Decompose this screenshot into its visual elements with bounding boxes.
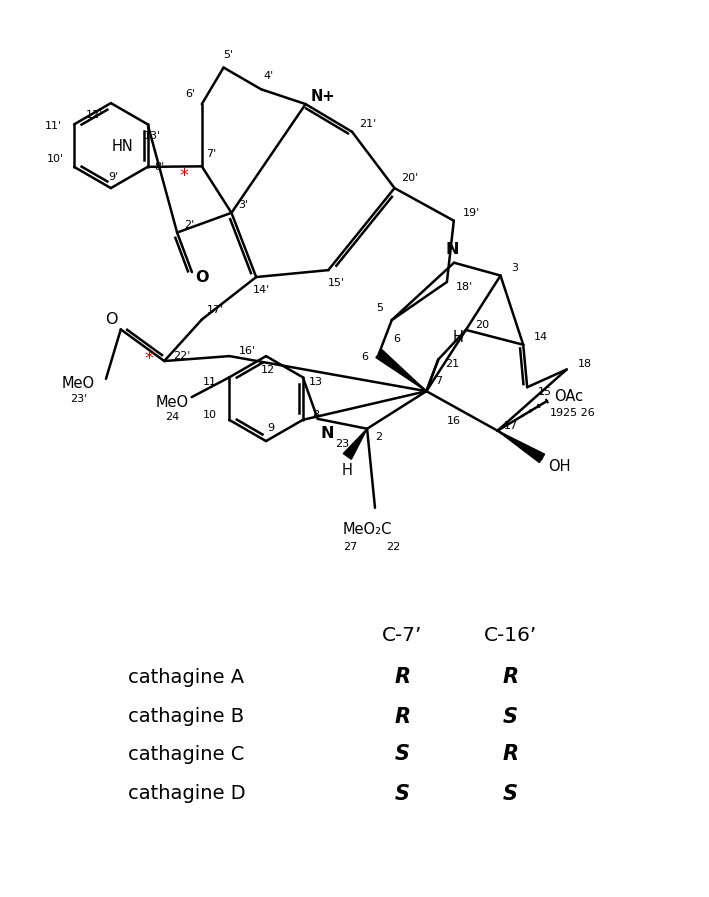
Text: HN: HN [112, 139, 134, 153]
Text: OAc: OAc [554, 388, 584, 404]
Text: 5: 5 [376, 303, 384, 313]
Text: O: O [195, 269, 208, 284]
Text: cathagine D: cathagine D [128, 784, 245, 804]
Text: R: R [394, 667, 411, 687]
Text: R: R [502, 745, 518, 764]
Text: H: H [452, 330, 464, 345]
Text: N+: N+ [311, 89, 335, 104]
Text: 11: 11 [202, 378, 216, 388]
Text: 16': 16' [239, 346, 256, 356]
Text: *: * [179, 167, 189, 186]
Text: cathagine B: cathagine B [128, 708, 244, 727]
Text: C-7’: C-7’ [382, 626, 423, 645]
Text: 11': 11' [45, 121, 62, 131]
Text: 19: 19 [549, 408, 564, 418]
Text: 23: 23 [335, 439, 350, 448]
Text: S: S [503, 784, 518, 804]
Text: 3: 3 [511, 263, 518, 273]
Text: 22': 22' [174, 351, 191, 361]
Text: 20: 20 [474, 320, 489, 330]
Text: 19': 19' [463, 208, 480, 218]
Text: 6': 6' [185, 89, 195, 100]
Text: 12': 12' [86, 110, 103, 120]
Text: 8: 8 [312, 410, 319, 420]
Text: 13': 13' [144, 131, 161, 141]
Text: 10': 10' [47, 154, 65, 164]
Text: MeO: MeO [155, 395, 189, 410]
Text: O: O [105, 312, 117, 327]
Text: 21: 21 [445, 360, 459, 370]
Text: 9': 9' [108, 172, 119, 182]
Text: 27: 27 [343, 543, 357, 553]
Text: 7: 7 [435, 377, 442, 387]
Text: 25 26: 25 26 [563, 408, 594, 418]
Text: 14': 14' [252, 285, 269, 295]
Text: S: S [395, 784, 410, 804]
Text: 13: 13 [308, 378, 323, 388]
Text: 2': 2' [184, 220, 194, 230]
Text: 14: 14 [534, 332, 548, 342]
Text: 24: 24 [164, 412, 179, 422]
Text: 3': 3' [238, 200, 248, 210]
Text: 17: 17 [504, 421, 518, 431]
Polygon shape [343, 429, 367, 459]
Text: C-16’: C-16’ [484, 626, 537, 645]
Text: 8': 8' [155, 161, 164, 172]
Text: 17': 17' [207, 305, 224, 315]
Text: *: * [145, 350, 154, 368]
Text: 16: 16 [447, 416, 461, 426]
Text: 12: 12 [261, 365, 275, 375]
Text: S: S [395, 745, 410, 764]
Text: 15: 15 [538, 388, 552, 397]
Text: 21': 21' [359, 119, 376, 129]
Text: 18': 18' [456, 282, 474, 292]
Text: cathagine A: cathagine A [128, 667, 244, 687]
Text: 5': 5' [223, 49, 233, 60]
Text: N: N [445, 242, 459, 257]
Polygon shape [498, 431, 545, 463]
Text: R: R [502, 667, 518, 687]
Text: S: S [503, 707, 518, 727]
Text: 23': 23' [69, 394, 87, 404]
Text: 15': 15' [328, 278, 345, 288]
Text: 6: 6 [362, 352, 369, 361]
Text: N: N [320, 426, 335, 441]
Text: 2: 2 [375, 431, 383, 441]
Text: OH: OH [549, 458, 571, 474]
Text: R: R [394, 707, 411, 727]
Polygon shape [376, 350, 426, 391]
Text: 7': 7' [206, 150, 217, 160]
Text: MeO₂C: MeO₂C [342, 522, 392, 537]
Text: 10: 10 [202, 410, 216, 420]
Text: 9: 9 [267, 423, 274, 433]
Text: 4': 4' [264, 72, 274, 82]
Text: 6: 6 [393, 334, 401, 344]
Text: MeO: MeO [62, 376, 95, 391]
Text: 18: 18 [577, 360, 591, 370]
Text: H: H [342, 463, 353, 478]
Text: 22: 22 [386, 543, 400, 553]
Text: 20': 20' [401, 173, 418, 183]
Text: cathagine C: cathagine C [128, 745, 244, 764]
